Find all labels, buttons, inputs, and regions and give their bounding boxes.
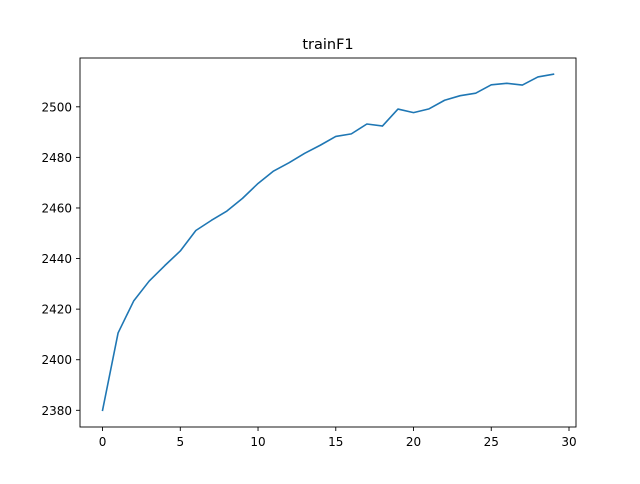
x-tick-label: 30 [561,435,576,449]
data-point [179,250,181,252]
data-point [257,183,259,185]
data-point [428,108,430,110]
y-tick-label: 2380 [41,404,72,418]
series-line-0 [101,73,555,412]
data-point [537,76,539,78]
data-point [444,99,446,101]
data-point [164,265,166,267]
data-point [335,136,337,138]
plot-area: 0 5 10 15 20 25 30 2380 2400 2420 2440 2460 2480 2500 [41,57,577,449]
x-tick-label: 15 [328,435,343,449]
data-point [366,123,368,125]
data-point [506,82,508,84]
data-point [459,95,461,97]
data-point [490,84,492,86]
data-point [195,230,197,232]
x-tick-label: 10 [250,435,265,449]
data-point [553,73,555,75]
data-point [475,92,477,94]
data-point [288,162,290,164]
y-tick-label: 2420 [41,303,72,317]
data-point [133,300,135,302]
x-tick-label: 5 [176,435,184,449]
chart-title: trainF1 [302,37,353,53]
data-point [413,112,415,114]
axes-frame [79,57,577,428]
data-point [117,332,119,334]
data-point [351,133,353,135]
data-point [148,280,150,282]
data-point [242,198,244,200]
y-tick-label: 2440 [41,252,72,266]
data-point [273,170,275,172]
data-point [319,144,321,146]
x-tick-label: 0 [99,435,107,449]
data-point [382,125,384,127]
y-tick-label: 2480 [41,151,72,165]
data-point [102,410,104,412]
y-tick-label: 2460 [41,201,72,215]
y-tick-label: 2500 [41,100,72,114]
y-tick-label: 2400 [41,353,72,367]
data-point [211,220,213,222]
data-point [397,108,399,110]
data-point [522,84,524,86]
data-point [226,210,228,212]
data-point [304,153,306,155]
x-tick-label: 25 [484,435,499,449]
x-tick-label: 20 [406,435,421,449]
